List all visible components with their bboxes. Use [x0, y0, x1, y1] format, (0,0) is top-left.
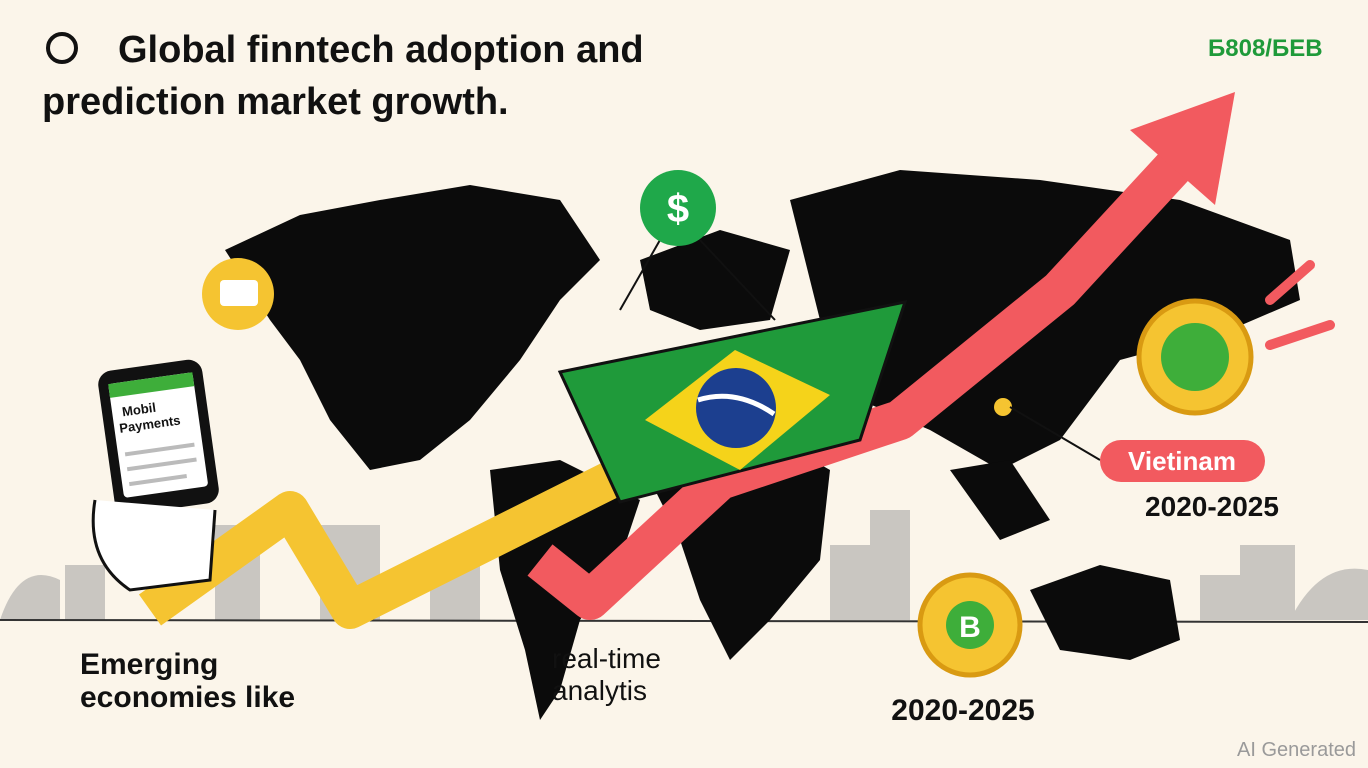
coin-letter: B — [959, 611, 981, 644]
arrow-head — [1130, 92, 1235, 205]
caption: real-time — [552, 643, 661, 674]
coin-center — [946, 601, 994, 649]
phone-text: Mobil — [121, 400, 157, 420]
flag-band — [697, 393, 776, 417]
years-label: 2020-2025 — [1145, 491, 1279, 522]
phone-screen — [108, 372, 208, 498]
flag-globe — [696, 368, 776, 448]
badge: Б808/БЕВ — [1208, 35, 1323, 62]
coin-center — [1161, 323, 1229, 391]
europe — [640, 230, 790, 330]
watermark: AI Generated — [1237, 739, 1356, 761]
building — [1240, 545, 1295, 620]
title-line: Global finntech adoption and — [118, 29, 644, 71]
australia — [1030, 565, 1180, 660]
building — [1200, 575, 1240, 620]
vietnam-label: Vietinam — [1128, 446, 1236, 476]
connector — [1009, 406, 1101, 461]
dollar-icon — [640, 170, 716, 246]
caption: economies like — [80, 681, 295, 714]
connector — [699, 239, 776, 321]
phone-lines — [124, 442, 197, 487]
location-dot — [994, 398, 1012, 416]
phone-header — [108, 372, 195, 398]
building — [65, 565, 105, 620]
tree — [1290, 568, 1368, 620]
dollar-symbol: $ — [667, 187, 689, 231]
caption: analytis — [552, 675, 647, 706]
yellow-trend-arrow — [138, 448, 649, 629]
vietnam-pill — [1100, 440, 1265, 482]
years-label: 2020-2025 — [891, 694, 1034, 727]
title-line: prediction market growth. — [42, 81, 509, 123]
title-icon — [46, 32, 78, 64]
message-bubble — [220, 280, 258, 306]
north-america — [225, 185, 600, 470]
building — [870, 510, 910, 620]
connector — [619, 239, 661, 311]
hand — [91, 499, 217, 592]
caption: Emerging — [80, 648, 218, 681]
southeast-asia — [950, 460, 1050, 540]
burst-lines — [1265, 260, 1335, 350]
tree — [0, 575, 60, 620]
phone-group: Mobil Payments — [98, 359, 219, 515]
